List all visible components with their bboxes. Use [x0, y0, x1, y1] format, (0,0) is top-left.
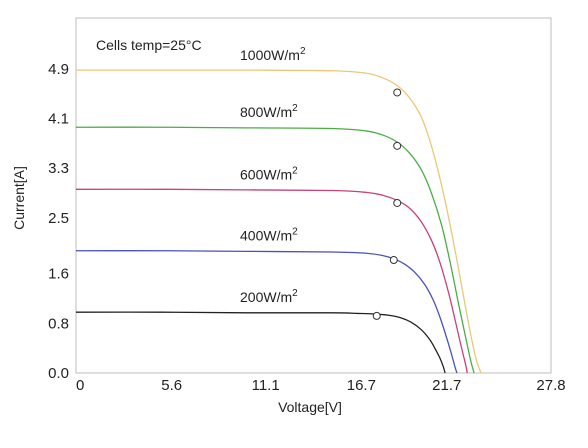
mpp-marker [372, 311, 381, 320]
y-tick-label: 0.0 [48, 365, 69, 382]
series-labels: 1000W/m2 800W/m2 600W/m2 400W/m2 200W/m2 [240, 46, 306, 305]
mpp-markers [372, 88, 402, 320]
x-tick-label: 11.1 [252, 377, 280, 394]
series-lines [75, 69, 482, 374]
series-label: 200W/m2 [240, 288, 298, 305]
series-label: 800W/m2 [240, 103, 298, 120]
x-tick-label: 0 [76, 377, 84, 394]
series-line [75, 250, 458, 374]
mpp-marker [393, 88, 402, 97]
y-tick-label: 1.6 [48, 266, 69, 283]
y-tick-label: 4.9 [48, 61, 69, 78]
y-axis-ticks: 0.0 0.8 1.6 2.5 3.3 4.1 4.9 [48, 61, 69, 382]
mpp-marker [389, 256, 398, 265]
y-tick-label: 2.5 [48, 210, 69, 227]
mpp-marker [393, 141, 402, 150]
x-axis-ticks: 0 5.6 11.1 16.7 21.7 27.8 [76, 377, 566, 394]
series-label: 1000W/m2 [240, 46, 306, 63]
annotation-cells-temp: Cells temp=25°C [96, 37, 202, 53]
series-label: 400W/m2 [240, 227, 298, 244]
x-axis-label: Voltage[V] [278, 399, 342, 415]
series-line [76, 69, 482, 374]
x-tick-label: 16.7 [347, 377, 376, 394]
series-line [75, 311, 446, 374]
x-tick-label: 5.6 [161, 377, 182, 394]
y-tick-label: 4.1 [48, 111, 69, 128]
mpp-marker [393, 198, 402, 207]
y-tick-label: 3.3 [48, 160, 69, 177]
plot-area-frame [75, 17, 552, 374]
y-tick-label: 0.8 [48, 315, 69, 332]
x-tick-label: 27.8 [536, 377, 565, 394]
series-line [75, 126, 475, 374]
series-label: 600W/m2 [240, 165, 298, 182]
series-line [75, 188, 468, 374]
y-axis-label: Current[A] [11, 166, 27, 230]
x-tick-label: 21.7 [432, 377, 461, 394]
